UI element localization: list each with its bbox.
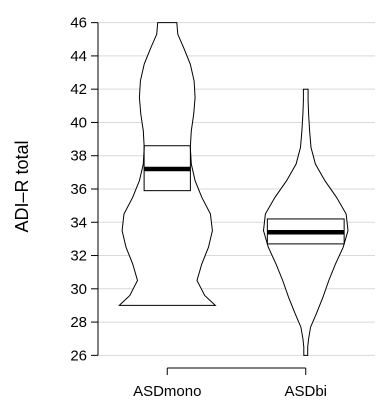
violin-ASDbi — [262, 88, 349, 356]
y-tick-label-34: 34 — [70, 214, 87, 231]
y-tick-label-26: 26 — [70, 347, 87, 364]
y-tick-label-28: 28 — [70, 314, 87, 331]
y-axis-title: ADI–R total — [12, 140, 32, 232]
y-tick-label-32: 32 — [70, 248, 87, 265]
y-tick-label-44: 44 — [70, 48, 87, 65]
violins — [118, 22, 349, 356]
y-tick-label-38: 38 — [70, 148, 87, 165]
y-tick-label-42: 42 — [70, 81, 87, 98]
axes: 26 28 30 32 34 36 38 40 42 44 46 ASDmono ASDbi — [70, 15, 327, 400]
x-tick-label-ASDbi: ASDbi — [284, 383, 327, 400]
y-tick-label-30: 30 — [70, 281, 87, 298]
y-tick-label-46: 46 — [70, 15, 87, 32]
x-tick-label-ASDmono: ASDmono — [133, 383, 201, 400]
y-tick-label-36: 36 — [70, 181, 87, 198]
violin-ASDmono — [118, 22, 217, 306]
y-tick-label-40: 40 — [70, 114, 87, 131]
